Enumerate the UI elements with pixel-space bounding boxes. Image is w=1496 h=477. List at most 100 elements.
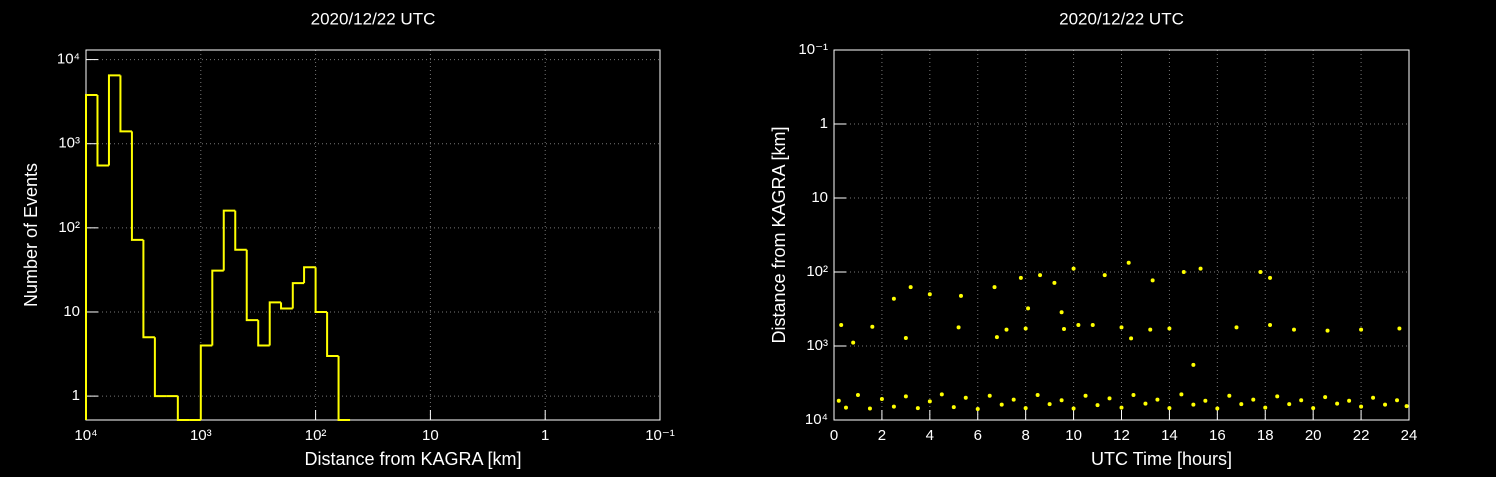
plot-frame bbox=[833, 49, 1410, 421]
x-tick-label: 10² bbox=[305, 427, 327, 444]
scatter-point bbox=[992, 285, 997, 290]
scatter-point bbox=[1090, 322, 1095, 327]
scatter-point bbox=[1148, 327, 1153, 332]
scatter-point bbox=[839, 322, 844, 327]
scatter-point bbox=[1383, 402, 1388, 407]
x-tick-label: 10 bbox=[422, 427, 439, 444]
scatter-point bbox=[1038, 273, 1043, 278]
scatter-point bbox=[1076, 322, 1081, 327]
x-tick-label: 14 bbox=[1161, 427, 1178, 444]
x-tick-label: 18 bbox=[1257, 427, 1274, 444]
y-tick-label: 10² bbox=[58, 219, 80, 236]
histogram-bin bbox=[257, 320, 270, 347]
scatter-point bbox=[1095, 403, 1100, 408]
scatter-point bbox=[908, 285, 913, 290]
x-tick-label: 22 bbox=[1353, 427, 1370, 444]
scatter-point bbox=[1359, 404, 1364, 409]
scatter-point bbox=[1227, 393, 1232, 398]
scatter-point bbox=[1062, 327, 1066, 332]
scatter-point bbox=[903, 394, 908, 399]
y-tick-label: 10² bbox=[806, 263, 828, 280]
scatter-point bbox=[891, 404, 896, 409]
scatter-point bbox=[843, 405, 848, 410]
scatter-point bbox=[1191, 362, 1196, 367]
histogram-bin bbox=[280, 302, 293, 310]
scatter-point bbox=[879, 396, 884, 401]
scatter-point bbox=[1071, 406, 1076, 411]
histogram-bin bbox=[211, 269, 224, 346]
scatter-point bbox=[1397, 326, 1402, 331]
scatter-point bbox=[1119, 405, 1124, 410]
scatter-point bbox=[915, 406, 920, 411]
scatter-point bbox=[1234, 325, 1239, 330]
scatter-point bbox=[1026, 306, 1031, 311]
x-tick-label: 24 bbox=[1401, 427, 1418, 444]
histogram-bin bbox=[337, 355, 351, 421]
scatter-point bbox=[1359, 327, 1364, 332]
scatter-point bbox=[870, 324, 875, 329]
scatter-point bbox=[1258, 270, 1263, 274]
scatter-point bbox=[836, 398, 841, 403]
x-tick-label: 10³ bbox=[190, 427, 212, 444]
x-tick-label: 6 bbox=[974, 427, 982, 444]
scatter-point bbox=[903, 336, 908, 341]
scatter-point bbox=[1299, 398, 1304, 403]
scatter-point bbox=[1167, 406, 1172, 411]
scatter-point bbox=[1126, 260, 1131, 265]
scatter-point bbox=[1275, 394, 1280, 399]
histogram-bin bbox=[245, 249, 259, 322]
histogram-bin bbox=[326, 311, 339, 357]
scatter-point bbox=[1287, 402, 1292, 407]
scatter-point bbox=[975, 406, 980, 411]
x-tick-label: 10⁻¹ bbox=[645, 427, 675, 444]
histogram-bin bbox=[234, 210, 247, 251]
x-tick-label: 16 bbox=[1209, 427, 1226, 444]
histogram-bin bbox=[176, 396, 190, 421]
scatter-point bbox=[1347, 398, 1352, 403]
histogram-bin bbox=[199, 344, 213, 420]
histogram-bin bbox=[303, 266, 316, 284]
y-tick-label: 10 bbox=[811, 189, 828, 206]
scatter-point bbox=[1395, 398, 1400, 403]
histogram-bin bbox=[130, 131, 144, 241]
y-tick-label: 10³ bbox=[806, 337, 828, 354]
scatter-point bbox=[994, 335, 999, 340]
histogram-bin bbox=[153, 337, 167, 398]
scatter-point bbox=[1023, 406, 1028, 411]
histogram-bin bbox=[85, 93, 98, 420]
scatter-point bbox=[1251, 397, 1256, 402]
scatter-point bbox=[851, 340, 856, 345]
scatter-point bbox=[1143, 401, 1148, 406]
scatter-point bbox=[1311, 406, 1316, 411]
scatter-point bbox=[1335, 401, 1340, 406]
histogram-bin bbox=[314, 267, 328, 313]
scatter-point bbox=[1011, 397, 1016, 402]
x-tick-label: 20 bbox=[1305, 427, 1322, 444]
scatter-point bbox=[1071, 266, 1076, 271]
scatter-point bbox=[1018, 275, 1023, 280]
scatter-point bbox=[1102, 273, 1107, 278]
scatter-point bbox=[1107, 396, 1112, 401]
histogram-bin bbox=[142, 239, 155, 339]
scatter-point bbox=[1239, 402, 1244, 407]
scatter-point bbox=[999, 402, 1004, 407]
scatter-point bbox=[1035, 393, 1040, 398]
scatter-point bbox=[1004, 327, 1009, 332]
scatter-point bbox=[1325, 328, 1330, 333]
scatter-point bbox=[939, 392, 944, 397]
scatter-point bbox=[927, 399, 932, 404]
scatter-point bbox=[1023, 326, 1028, 331]
scatter-point bbox=[1131, 393, 1136, 398]
scatter-point bbox=[1371, 395, 1376, 400]
x-axis-label: Distance from KAGRA [km] bbox=[304, 449, 521, 469]
scatter-point bbox=[1268, 322, 1273, 327]
x-tick-label: 8 bbox=[1021, 427, 1029, 444]
scatter-point bbox=[1119, 325, 1124, 330]
scatter-point bbox=[1155, 397, 1160, 402]
scatter-point bbox=[1268, 275, 1273, 280]
histogram-bin bbox=[291, 282, 305, 309]
scatter-point bbox=[1181, 270, 1186, 274]
histogram-bin bbox=[96, 94, 109, 167]
scatter-point bbox=[1059, 310, 1064, 315]
